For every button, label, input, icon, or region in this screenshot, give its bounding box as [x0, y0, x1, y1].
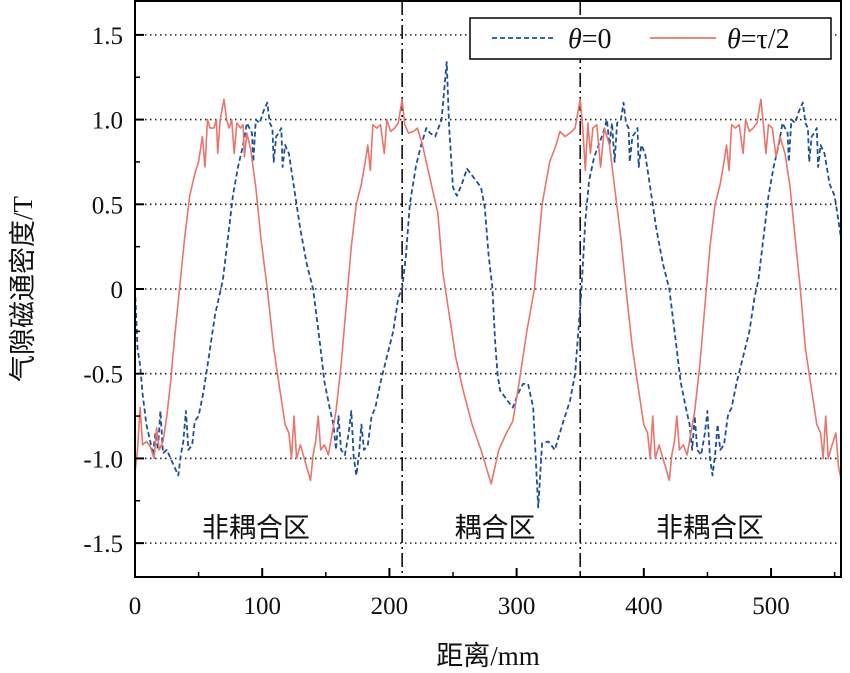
legend-label-value: =τ/2	[741, 24, 790, 55]
x-tick-label: 100	[243, 593, 281, 620]
y-tick-label: 0	[111, 277, 124, 304]
legend-label: θ=0	[568, 24, 612, 55]
zone-label: 非耦合区	[202, 513, 310, 543]
y-tick-label: 1.0	[92, 108, 123, 135]
legend: θ=0 θ=τ/2	[469, 17, 832, 60]
y-tick-label: -0.5	[83, 362, 123, 389]
grid-lines	[135, 34, 841, 544]
x-tick-label: 400	[625, 593, 663, 620]
y-tick-label: -1.0	[83, 446, 123, 473]
legend-label: θ=τ/2	[727, 24, 790, 55]
zone-label: 耦合区	[454, 513, 535, 543]
x-tick-label: 0	[129, 593, 142, 620]
y-tick-label: 0.5	[92, 192, 123, 219]
legend-label-value: =0	[582, 24, 612, 55]
legend-label-var: θ	[568, 24, 582, 55]
legend-label-var: θ	[727, 24, 741, 55]
x-tick-label: 300	[498, 593, 536, 620]
series-line-theta-0	[134, 61, 842, 509]
y-tick-label: 1.5	[92, 23, 123, 50]
zone-label: 非耦合区	[656, 513, 764, 543]
series-lines	[134, 61, 842, 509]
x-tick-label: 500	[752, 593, 790, 620]
x-tick-label: 200	[371, 593, 409, 620]
y-axis-title: 气隙磁通密度/T	[8, 195, 38, 382]
plot-frame	[134, 0, 842, 578]
y-tick-label: -1.5	[83, 531, 123, 558]
zone-labels: 非耦合区 耦合区 非耦合区	[202, 513, 764, 543]
series-line-theta-tau-half	[134, 98, 842, 485]
x-axis-title: 距离/mm	[436, 641, 540, 671]
axes: 1.5 1.0 0.5 0 -0.5 -1.0 -1.5 0 100 200 300 400 500	[83, 0, 842, 620]
